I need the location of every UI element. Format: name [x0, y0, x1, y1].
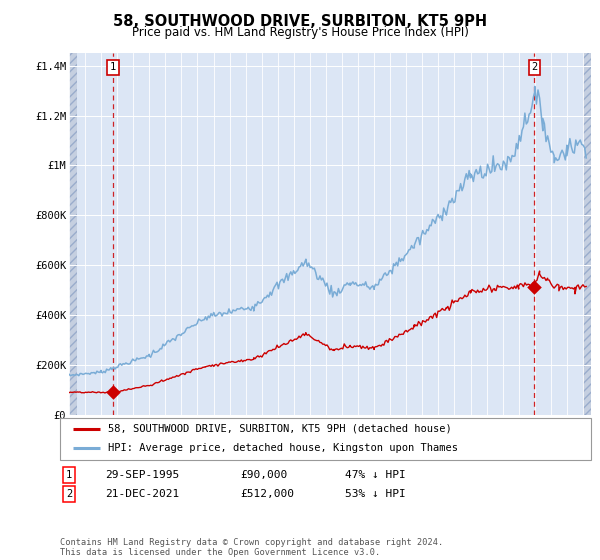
Text: £90,000: £90,000	[240, 470, 287, 480]
Point	[109, 388, 118, 397]
Text: 21-DEC-2021: 21-DEC-2021	[105, 489, 179, 500]
FancyBboxPatch shape	[60, 418, 591, 460]
Text: £512,000: £512,000	[240, 489, 294, 500]
Text: 29-SEP-1995: 29-SEP-1995	[105, 470, 179, 480]
Text: 58, SOUTHWOOD DRIVE, SURBITON, KT5 9PH (detached house): 58, SOUTHWOOD DRIVE, SURBITON, KT5 9PH (…	[108, 424, 452, 434]
Text: 1: 1	[110, 62, 116, 72]
Bar	[69, 53, 77, 415]
Text: Price paid vs. HM Land Registry's House Price Index (HPI): Price paid vs. HM Land Registry's House …	[131, 26, 469, 39]
Text: 2: 2	[531, 62, 538, 72]
Bar	[583, 53, 591, 415]
Text: 58, SOUTHWOOD DRIVE, SURBITON, KT5 9PH: 58, SOUTHWOOD DRIVE, SURBITON, KT5 9PH	[113, 14, 487, 29]
Text: 53% ↓ HPI: 53% ↓ HPI	[345, 489, 406, 500]
Point	[530, 283, 539, 292]
Text: 47% ↓ HPI: 47% ↓ HPI	[345, 470, 406, 480]
Text: 1: 1	[66, 470, 72, 480]
Text: Contains HM Land Registry data © Crown copyright and database right 2024.
This d: Contains HM Land Registry data © Crown c…	[60, 538, 443, 557]
Text: HPI: Average price, detached house, Kingston upon Thames: HPI: Average price, detached house, King…	[108, 444, 458, 453]
Text: 2: 2	[66, 489, 72, 500]
